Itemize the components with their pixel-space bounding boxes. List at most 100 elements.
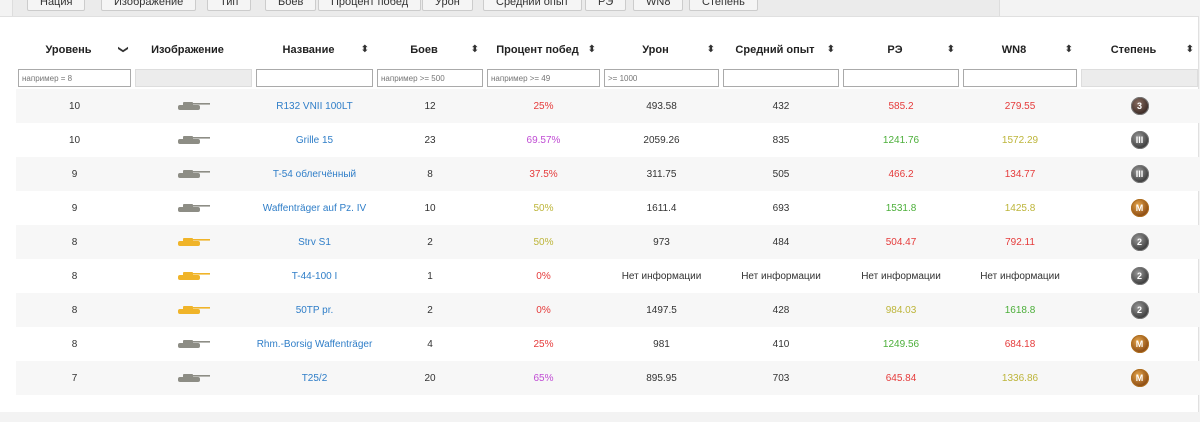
col-battles[interactable]: Боев ⬍ — [410, 44, 479, 56]
tank-image-cell — [133, 123, 254, 157]
damage-cell: 2059.26 — [643, 134, 680, 146]
battles-cell: 10 — [424, 202, 436, 214]
tank-stats-table: Уровень ❯ Изображение Название ⬍ Боев ⬍ Про… — [16, 33, 1200, 395]
avg-xp-cell: 428 — [721, 293, 841, 327]
table-row: 8 T-44-100 I 1 0% Нет информации Нет информац… — [16, 259, 1200, 293]
toggle-battles-button[interactable]: Боев — [265, 0, 317, 11]
tier-cell: 8 — [16, 225, 133, 259]
re-cell: 1241.76 — [882, 134, 920, 146]
wn8-cell: 684.18 — [1004, 338, 1036, 350]
battles-cell: 23 — [424, 134, 436, 146]
td-icon — [177, 374, 210, 382]
battles-cell: 20 — [375, 361, 485, 395]
re-cell: 1249.56 — [882, 338, 920, 350]
toggle-avg-xp-button[interactable]: Средний опыт — [483, 0, 582, 11]
toggle-re-button[interactable]: РЭ — [585, 0, 627, 11]
premium-tank-icon — [177, 238, 210, 246]
wn8-filter-input[interactable] — [963, 69, 1077, 87]
tank-name-link[interactable]: R132 VNII 100LT — [254, 89, 375, 123]
toggle-damage-button[interactable]: Урон — [422, 0, 473, 11]
toggle-winrate-button[interactable]: Процент побед — [318, 0, 422, 11]
tank-image-cell — [133, 327, 254, 361]
col-tier[interactable]: Уровень ❯ — [45, 44, 129, 56]
col-re[interactable]: РЭ ⬍ — [887, 44, 955, 56]
damage-cell: Нет информации — [621, 270, 702, 282]
tier-filter-input[interactable] — [18, 69, 131, 87]
tank-name-link[interactable]: T-54 облегчённый — [254, 157, 375, 191]
premium-tank-icon — [177, 272, 210, 280]
mastery-badge-icon: III — [1130, 165, 1149, 183]
col-mastery[interactable]: Степень ⬍ — [1110, 44, 1194, 56]
tank-name-link[interactable]: Rhm.-Borsig Waffenträger — [256, 338, 373, 350]
tank-name-link[interactable]: Grille 15 — [295, 134, 334, 146]
tier-cell: 8 — [71, 270, 78, 282]
re-filter-input[interactable] — [843, 69, 959, 87]
td-icon — [177, 204, 210, 212]
tier-cell: 9 — [71, 202, 78, 214]
col-wn8[interactable]: WN8 ⬍ — [1001, 44, 1073, 56]
tank-name-link[interactable]: 50TP pr. — [254, 293, 375, 327]
table-row: 9 Waffenträger auf Pz. IV 10 50% 1611.4 693 15… — [16, 191, 1200, 225]
battles-filter-input[interactable] — [377, 69, 483, 87]
sort-icon: ⬍ — [826, 44, 835, 55]
winrate-cell: 25% — [533, 338, 554, 350]
toggle-nation-button[interactable]: Нация — [27, 0, 86, 11]
col-damage[interactable]: Урон ⬍ — [642, 44, 715, 56]
tier-cell: 8 — [16, 293, 133, 327]
sort-icon: ⬍ — [587, 44, 596, 55]
mastery-filter-input — [1081, 69, 1198, 87]
tank-image-cell — [133, 293, 254, 327]
col-name[interactable]: Название ⬍ — [282, 44, 369, 56]
winrate-cell: 0% — [485, 293, 602, 327]
col-avg-xp[interactable]: Средний опыт ⬍ — [735, 44, 835, 56]
battles-cell: 8 — [375, 157, 485, 191]
stats-panel: Уровень ❯ Изображение Название ⬍ Боев ⬍ Про… — [0, 16, 1200, 414]
table-row: 10 R132 VNII 100LT 12 25% 493.58 432 585.2 279.… — [16, 89, 1200, 123]
mastery-cell: 2 — [1079, 259, 1200, 293]
avg-xp-cell: 432 — [721, 89, 841, 123]
tank-name-link[interactable]: Waffenträger auf Pz. IV — [262, 202, 367, 214]
avg-xp-cell: 484 — [721, 225, 841, 259]
toggle-wn8-button[interactable]: WN8 — [633, 0, 684, 11]
wn8-cell: 1425.8 — [1004, 202, 1036, 214]
name-filter-input[interactable] — [256, 69, 373, 87]
avg-xp-cell: 693 — [772, 202, 790, 214]
re-cell: 645.84 — [841, 361, 961, 395]
winrate-cell: 0% — [536, 270, 551, 282]
tank-name-link[interactable]: T25/2 — [254, 361, 375, 395]
toggle-type-button[interactable]: Тип — [207, 0, 252, 11]
toggle-image-button[interactable]: Изображение — [101, 0, 197, 11]
winrate-cell: 25% — [485, 89, 602, 123]
wn8-cell: 1336.86 — [961, 361, 1079, 395]
damage-filter-input[interactable] — [604, 69, 719, 87]
tank-name-link[interactable]: T-44-100 I — [291, 270, 338, 282]
premium-tank-icon — [177, 306, 210, 314]
column-toggle-bar: Нация Изображение Тип Боев Процент побед… — [12, 0, 1000, 17]
wn8-cell: 1618.8 — [961, 293, 1079, 327]
winrate-filter-input[interactable] — [487, 69, 600, 87]
tank-image-cell — [133, 157, 254, 191]
avg-xp-cell: 703 — [721, 361, 841, 395]
avg-xp-cell: 410 — [772, 338, 790, 350]
avg-xp-cell: 505 — [721, 157, 841, 191]
damage-cell: 1611.4 — [646, 202, 677, 214]
col-winrate[interactable]: Процент побед ⬍ — [496, 44, 596, 56]
tank-name-link[interactable]: Strv S1 — [254, 225, 375, 259]
tank-image-cell — [133, 191, 254, 225]
wn8-cell: 1572.29 — [1001, 134, 1039, 146]
light-tank-icon — [177, 102, 210, 110]
winrate-cell: 50% — [485, 225, 602, 259]
avg-xp-filter-input[interactable] — [723, 69, 839, 87]
tank-image-cell — [133, 225, 254, 259]
mastery-badge-icon: M — [1130, 199, 1149, 217]
mastery-cell: 2 — [1079, 293, 1200, 327]
mastery-cell: 3 — [1079, 89, 1200, 123]
damage-cell: 973 — [602, 225, 721, 259]
mastery-cell: 2 — [1079, 225, 1200, 259]
sort-icon: ⬍ — [1185, 44, 1194, 55]
mastery-cell: M — [1079, 327, 1200, 361]
mastery-cell: III — [1079, 123, 1200, 157]
mastery-badge-icon: M — [1130, 335, 1149, 353]
winrate-cell: 65% — [485, 361, 602, 395]
toggle-tier-badge-button[interactable]: Степень — [689, 0, 758, 11]
